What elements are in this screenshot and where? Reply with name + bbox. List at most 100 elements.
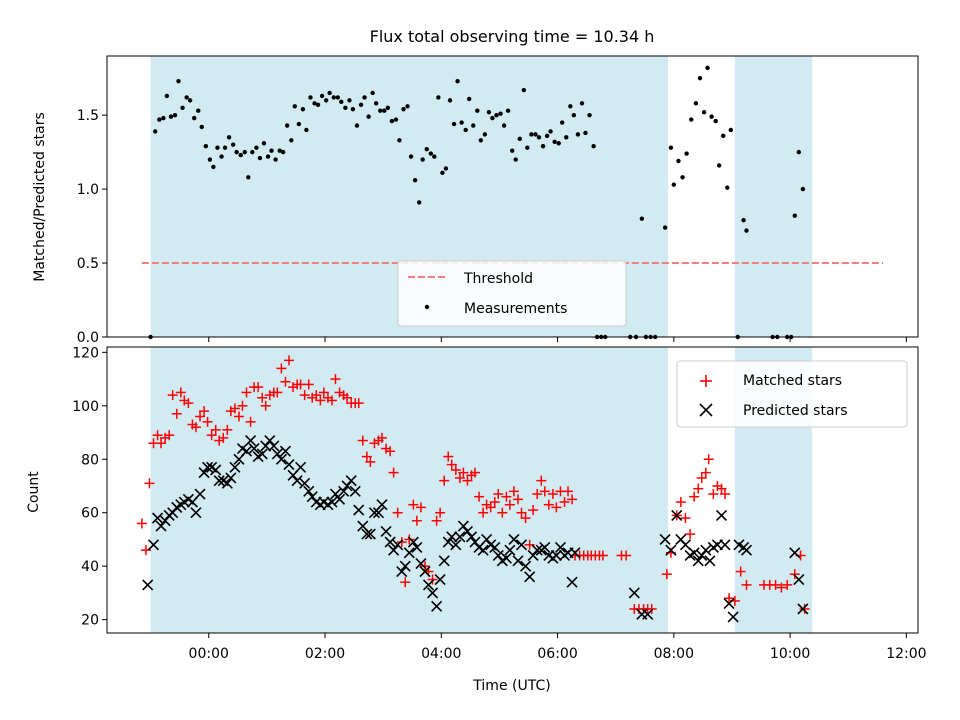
bottom-y-axis-label: Count: [26, 471, 42, 513]
x-stroke-b: [679, 539, 692, 551]
y-tick-label: 100: [72, 399, 99, 415]
top-legend-box: [397, 260, 627, 327]
measurement-point: [571, 112, 577, 118]
x-stroke-b: [723, 598, 735, 610]
x-tick-label: 06:00: [537, 646, 577, 662]
x-stroke-b: [299, 477, 311, 489]
measurement-point: [536, 135, 542, 140]
matched-star-point: [703, 454, 714, 465]
observing-span: [734, 56, 813, 337]
measurement-point: [412, 178, 418, 183]
x-tick-label: 00:00: [189, 646, 229, 662]
y-tick-label: 0.0: [77, 330, 99, 346]
figure-title: Flux total observing time = 10.34 h: [370, 27, 655, 46]
measurement-point: [312, 101, 317, 106]
x-stroke-b: [727, 611, 739, 623]
predicted-star-point: [283, 459, 295, 471]
matched-star-point: [443, 451, 454, 462]
predicted-star-point: [554, 541, 567, 554]
predicted-star-point: [384, 536, 396, 548]
bottom-legend-box: [676, 360, 908, 428]
matched-star-point: [675, 497, 686, 508]
measurement-point: [246, 175, 251, 180]
measurement-point: [671, 182, 677, 187]
bottom-x-ticks: 00:00 02:00 04:00 06:00 08:00 10:00 12:00: [189, 633, 927, 662]
x-stroke-b: [260, 440, 272, 452]
matched-star-point: [260, 400, 271, 411]
matched-star-point: [299, 390, 310, 401]
predicted-star-point: [671, 509, 683, 521]
matched-star-point: [559, 497, 570, 508]
y-tick-label: 40: [81, 559, 99, 575]
matched-star-point: [408, 499, 419, 510]
matched-star-point: [195, 411, 206, 422]
measurement-point: [693, 101, 699, 106]
measurement-point: [168, 114, 174, 119]
x-stroke-b: [407, 536, 419, 548]
predicted-star-point: [411, 541, 423, 554]
measurement-point: [416, 200, 422, 205]
predicted-star-point: [271, 448, 283, 460]
x-stroke-b: [789, 547, 801, 559]
predicted-star-point: [438, 555, 450, 567]
measurement-point: [339, 99, 344, 105]
x-stroke-b: [539, 541, 551, 554]
matched-star-point: [152, 430, 163, 441]
measurement-point: [373, 101, 379, 106]
matched-star-point: [257, 392, 268, 403]
predicted-star-point: [527, 549, 539, 562]
x-tick-label: 10:00: [770, 646, 810, 662]
matched-star-point: [315, 395, 326, 406]
matched-star-point: [411, 515, 422, 526]
matched-star-point: [183, 398, 194, 409]
predicted-star-point: [688, 547, 700, 559]
predicted-star-point: [512, 555, 524, 567]
measurement-point: [721, 133, 726, 139]
measurement-point: [304, 127, 309, 133]
x-stroke-b: [438, 555, 450, 567]
x-stroke-b: [434, 573, 446, 586]
x-stroke-b: [318, 496, 330, 508]
measurement-point: [428, 151, 434, 156]
x-axis-label: Time (UTC): [472, 678, 550, 694]
measurement-point: [300, 107, 306, 112]
predicted-star-point: [392, 539, 404, 551]
matched-star-point: [330, 374, 341, 385]
top-axes-frame: [106, 55, 919, 338]
measurement-point: [172, 112, 178, 118]
top-panel: 0.0 0.5 1.0 1.5 Matched/Predicted stars Thr…: [32, 55, 919, 346]
measurement-point: [540, 144, 546, 149]
legend-measurements-swatch: [424, 304, 430, 310]
matched-star-point: [497, 507, 508, 518]
matched-star-point: [539, 486, 550, 497]
predicted-star-point: [500, 552, 512, 564]
predicted-star-point: [450, 539, 462, 551]
predicted-star-point: [524, 571, 536, 583]
predicted-star-point: [345, 475, 357, 487]
bottom-axes-frame: [106, 346, 919, 634]
matched-star-point: [388, 467, 399, 478]
measurement-point: [705, 65, 710, 71]
matched-star-point: [420, 561, 431, 572]
measurement-point: [184, 95, 189, 100]
x-tick-label: 08:00: [654, 646, 694, 662]
predicted-star-point: [213, 475, 225, 487]
matched-star-point: [311, 390, 322, 401]
x-stroke-b: [500, 552, 512, 564]
legend-matched-label: Matched stars: [743, 373, 842, 389]
y-tick-label: 80: [81, 452, 99, 468]
measurement-point: [408, 154, 414, 159]
measurement-point: [354, 123, 360, 128]
predicted-star-point: [364, 528, 376, 540]
predicted-star-point: [692, 555, 704, 567]
measurement-point: [196, 108, 201, 113]
measurement-point: [199, 124, 204, 130]
matched-star-point: [222, 424, 233, 435]
y-tick-label: 1.0: [77, 182, 99, 198]
predicted-star-point: [723, 598, 735, 610]
matched-star-point: [696, 472, 707, 483]
predicted-star-point: [268, 440, 280, 452]
measurement-point: [529, 132, 534, 137]
predicted-star-point: [229, 461, 241, 473]
